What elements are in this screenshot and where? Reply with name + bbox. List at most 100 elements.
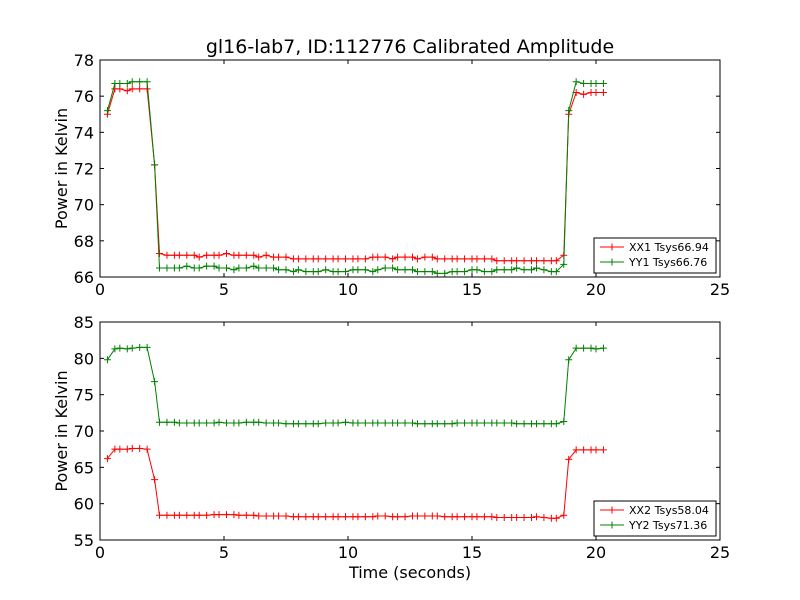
bottom-data-point	[175, 511, 183, 519]
top-data-point	[222, 264, 230, 272]
top-y-tick-label: 72	[74, 160, 94, 179]
bottom-data-point	[473, 419, 481, 427]
top-data-point	[461, 268, 469, 276]
top-plot-ticks: 0 5 10 15 20 25 66 68 70 72 74 76 78	[74, 51, 731, 299]
bottom-data-point	[123, 445, 131, 453]
bottom-data-point	[116, 445, 124, 453]
top-data-point	[374, 266, 382, 274]
top-data-point	[389, 255, 397, 263]
top-data-point	[156, 264, 164, 272]
x-axis-label: Time (seconds)	[348, 563, 471, 582]
bottom-data-point	[473, 513, 481, 521]
bottom-data-point	[123, 345, 131, 353]
bottom-data-point	[587, 344, 595, 352]
bottom-data-point	[143, 445, 151, 453]
bottom-data-point	[242, 418, 250, 426]
top-data-point	[190, 251, 198, 259]
top-x-tick-label: 25	[710, 280, 730, 299]
top-data-point	[282, 266, 290, 274]
top-data-point	[473, 255, 481, 263]
bottom-data-point	[203, 511, 211, 519]
bottom-data-point	[552, 420, 560, 428]
top-data-point	[322, 266, 330, 274]
top-data-point	[230, 266, 238, 274]
top-data-point	[480, 255, 488, 263]
bottom-y-tick-label: 65	[74, 458, 94, 477]
top-data-point	[493, 266, 501, 274]
bottom-data-point	[560, 418, 568, 426]
top-data-point	[520, 266, 528, 274]
top-data-point	[262, 251, 270, 259]
bottom-data-point	[235, 419, 243, 427]
top-data-point	[195, 264, 203, 272]
bottom-data-point	[203, 419, 211, 427]
top-data-point	[394, 266, 402, 274]
top-data-point	[508, 266, 516, 274]
bottom-x-tick-label: 10	[338, 543, 358, 562]
top-data-point	[250, 251, 258, 259]
top-data-point	[163, 251, 171, 259]
top-data-point	[381, 264, 389, 272]
top-data-point	[294, 266, 302, 274]
top-data-point	[255, 264, 263, 272]
top-data-point	[334, 268, 342, 276]
bottom-legend-marker	[608, 506, 616, 514]
top-x-tick-label: 15	[462, 280, 482, 299]
bottom-data-point	[294, 513, 302, 521]
top-data-point	[473, 266, 481, 274]
bottom-data-point	[156, 418, 164, 426]
bottom-data-point	[195, 511, 203, 519]
bottom-data-point	[500, 419, 508, 427]
top-data-point	[175, 251, 183, 259]
bottom-data-point	[461, 419, 469, 427]
bottom-data-point	[421, 420, 429, 428]
bottom-data-point	[493, 419, 501, 427]
bottom-data-point	[275, 512, 283, 520]
top-data-point	[428, 253, 436, 261]
top-data-point	[314, 268, 322, 276]
top-data-point	[156, 249, 164, 257]
top-data-point	[413, 268, 421, 276]
top-data-point	[242, 251, 250, 259]
bottom-data-point	[136, 343, 144, 351]
bottom-data-point	[441, 420, 449, 428]
bottom-x-tick-label: 0	[95, 543, 105, 562]
bottom-data-point	[163, 511, 171, 519]
top-data-point	[289, 268, 297, 276]
bottom-data-point	[480, 419, 488, 427]
top-data-point	[151, 161, 159, 169]
top-data-point	[123, 80, 131, 88]
top-data-point	[540, 257, 548, 265]
top-data-point	[565, 107, 573, 115]
top-data-point	[294, 255, 302, 263]
top-data-point	[210, 262, 218, 270]
top-data-point	[394, 253, 402, 261]
bottom-x-tick-label: 5	[219, 543, 229, 562]
bottom-data-point	[314, 420, 322, 428]
bottom-data-point	[540, 513, 548, 521]
bottom-data-point	[163, 418, 171, 426]
bottom-data-point	[552, 514, 560, 522]
top-data-point	[374, 253, 382, 261]
bottom-data-point	[461, 513, 469, 521]
bottom-data-point	[528, 513, 536, 521]
bottom-data-point	[262, 419, 270, 427]
bottom-data-point	[580, 446, 588, 454]
bottom-data-point	[374, 512, 382, 520]
bottom-data-point	[215, 418, 223, 426]
bottom-y-tick-label: 85	[74, 313, 94, 332]
top-data-point	[441, 255, 449, 263]
top-data-point	[433, 269, 441, 277]
bottom-data-point	[599, 344, 607, 352]
top-data-point	[500, 266, 508, 274]
bottom-legend-box	[593, 500, 717, 537]
top-data-point	[428, 268, 436, 276]
bottom-data-point	[413, 512, 421, 520]
bottom-plot-lines	[103, 343, 607, 522]
bottom-data-point	[401, 513, 409, 521]
bottom-data-point	[354, 513, 362, 521]
top-y-tick-label: 78	[74, 51, 94, 70]
top-data-point	[250, 262, 258, 270]
bottom-data-point	[401, 419, 409, 427]
bottom-data-point	[151, 476, 159, 484]
